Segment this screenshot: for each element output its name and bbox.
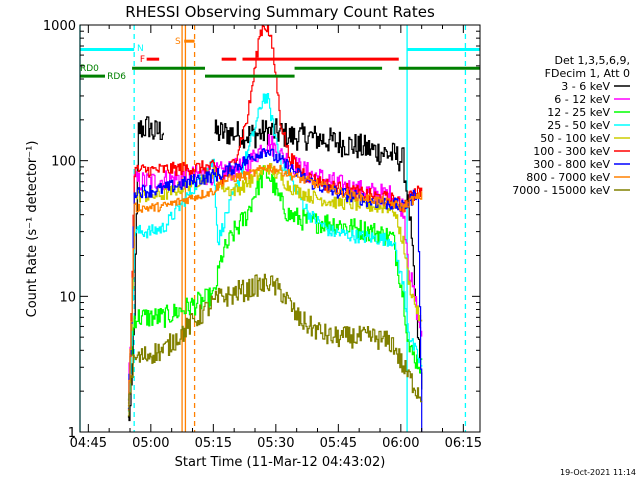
x-tick-label: 05:45 [320,436,357,451]
flag-label: N [137,44,144,54]
series-line-8 [127,273,423,417]
flag-label: S [175,37,181,47]
legend: Det 1,3,5,6,9,FDecim 1, Att 03 - 6 keV6 … [512,54,630,197]
legend-entry-label: 800 - 7000 keV [526,171,610,184]
x-tick-label: 05:30 [257,436,294,451]
legend-entry-label: 25 - 50 keV [547,119,610,132]
axes: 04:45 05:00 05:15 05:30 05:45 06:00 06:15 1 10 10… [43,19,482,451]
series-line-0 [127,116,423,422]
y-axis-label: Count Rate (s⁻¹ detector⁻¹) [25,141,40,318]
legend-header: Det 1,3,5,6,9, [554,54,630,67]
y-tick-label: 10 [59,290,76,305]
y-tick-label: 100 [51,155,76,170]
legend-entry-label: 6 - 12 keV [554,93,610,106]
y-tick-label: 1000 [43,19,76,34]
plot-frame [79,24,481,433]
legend-entry-label: 100 - 300 keV [533,145,610,158]
flag-label: F [140,55,145,65]
y-tick-label: 1 [68,426,76,441]
flag-label: RD0 [80,64,99,74]
series-line-2 [127,165,423,400]
x-tick-label: 06:00 [382,436,419,451]
x-axis-label: Start Time (11-Mar-12 04:43:02) [175,455,386,470]
legend-entry-label: 300 - 800 keV [533,158,610,171]
x-tick-label: 05:00 [132,436,169,451]
x-tick-label: 06:15 [445,436,482,451]
x-tick-label: 05:15 [195,436,232,451]
legend-entry-label: 7000 - 15000 keV [512,184,610,197]
series-line-4 [127,163,423,404]
legend-entry-label: 3 - 6 keV [561,80,610,93]
flag-bars: N S F RD0 RD6 [80,37,480,82]
flag-label: RD6 [107,72,126,82]
series-line-7 [127,164,423,407]
footer-timestamp: 19-Oct-2021 11:14 [560,468,636,477]
chart-title: RHESSI Observing Summary Count Rates [125,3,435,21]
legend-header: FDecim 1, Att 0 [545,67,630,80]
legend-entry-label: 50 - 100 keV [540,132,610,145]
legend-entry-label: 12 - 25 keV [547,106,610,119]
x-tick-label: 04:45 [70,436,107,451]
series-lines [127,25,423,432]
